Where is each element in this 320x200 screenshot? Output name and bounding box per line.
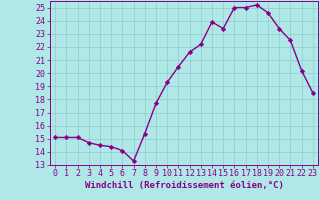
X-axis label: Windchill (Refroidissement éolien,°C): Windchill (Refroidissement éolien,°C) bbox=[84, 181, 284, 190]
